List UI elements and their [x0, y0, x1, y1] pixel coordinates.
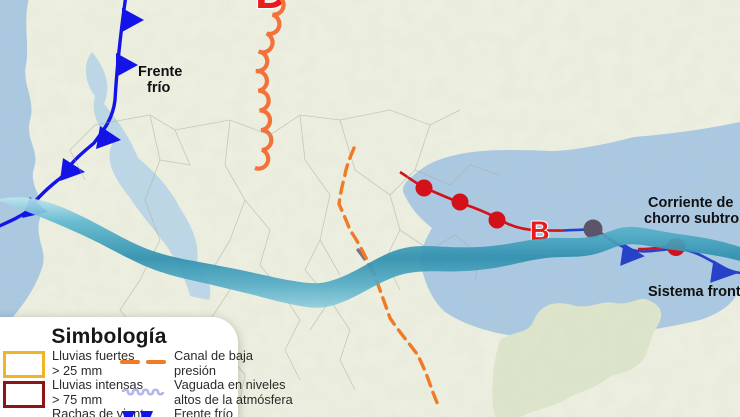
svg-text:chorro subtropical: chorro subtropical [644, 211, 740, 227]
svg-text:Sistema frontal en disipación: Sistema frontal en disipación [648, 284, 740, 300]
svg-text:frío: frío [147, 80, 171, 96]
svg-text:Corriente de: Corriente de [648, 195, 733, 211]
svg-text:Frente: Frente [138, 64, 182, 80]
